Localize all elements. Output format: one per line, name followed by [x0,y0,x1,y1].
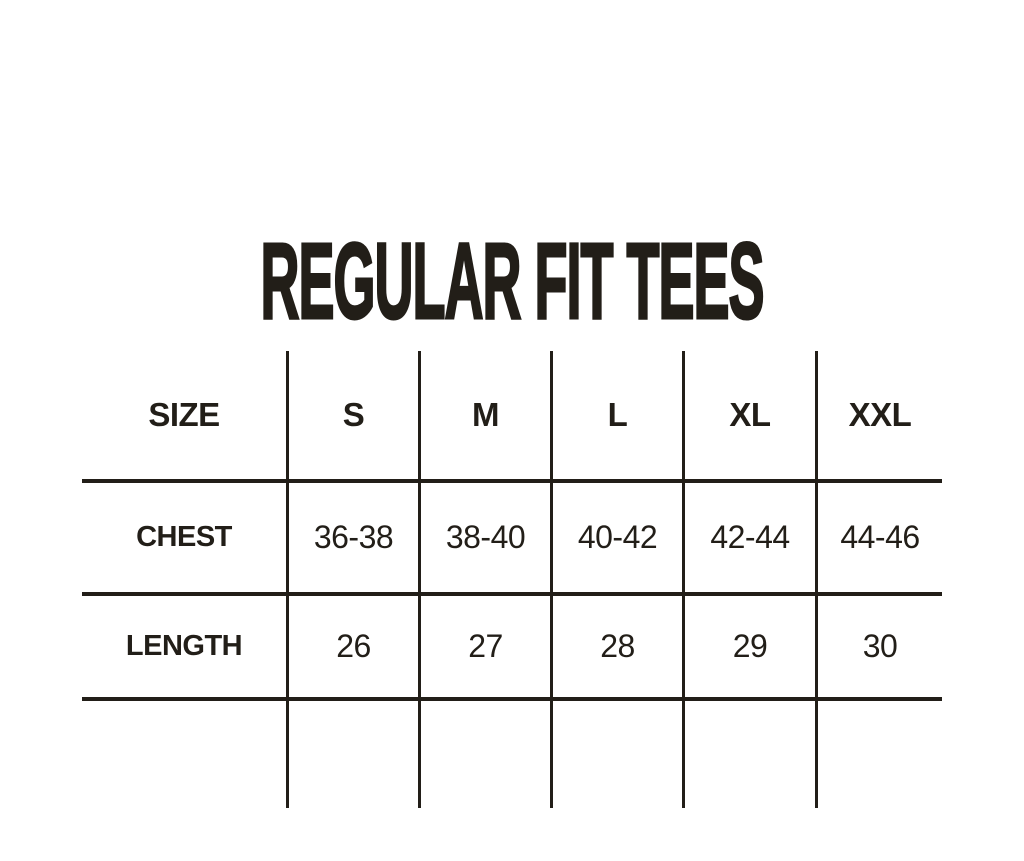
size-chart-table: SIZE S M L XL XXL CHEST 36-38 38-40 40-4… [82,351,942,808]
chest-value-l: 40-42 [553,483,685,596]
length-value-s: 26 [289,596,421,701]
row-label-chest: CHEST [82,483,289,596]
chest-value-m: 38-40 [421,483,553,596]
header-cell-m: M [421,351,553,483]
length-value-m: 27 [421,596,553,701]
chest-value-s: 36-38 [289,483,421,596]
header-cell-size: SIZE [82,351,289,483]
page-title: REGULAR FIT TEES [260,220,766,341]
header-cell-xxl: XXL [818,351,942,483]
empty-cell [818,701,942,808]
header-cell-l: L [553,351,685,483]
empty-cell [553,701,685,808]
empty-cell [82,701,289,808]
length-value-l: 28 [553,596,685,701]
header-cell-s: S [289,351,421,483]
length-value-xl: 29 [685,596,818,701]
chest-value-xl: 42-44 [685,483,818,596]
empty-cell [685,701,818,808]
length-value-xxl: 30 [818,596,942,701]
empty-cell [289,701,421,808]
row-label-length: LENGTH [82,596,289,701]
empty-cell [421,701,553,808]
header-cell-xl: XL [685,351,818,483]
chest-value-xxl: 44-46 [818,483,942,596]
